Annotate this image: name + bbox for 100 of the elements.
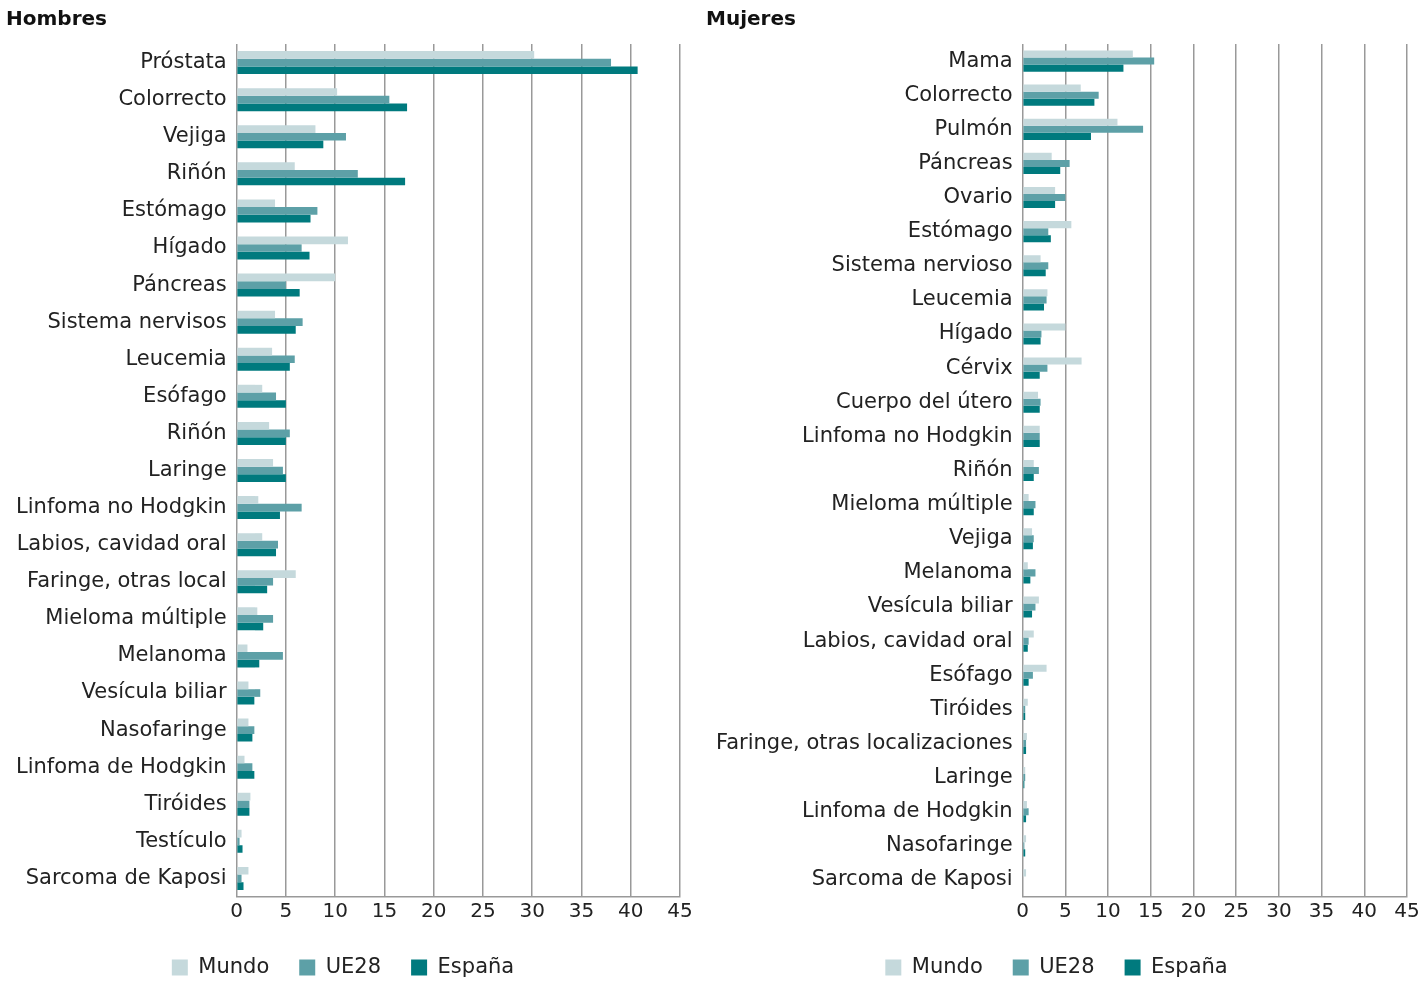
bar	[1023, 535, 1034, 543]
bar	[237, 829, 242, 838]
bar	[1023, 815, 1027, 823]
bar	[237, 169, 358, 178]
bar	[1023, 494, 1029, 502]
bar	[237, 540, 278, 549]
bar	[1023, 732, 1027, 740]
x-tick-label: 45	[1394, 898, 1420, 923]
bar	[237, 681, 249, 690]
bar	[237, 466, 283, 475]
x-tick-label: 20	[420, 898, 447, 923]
bar	[237, 125, 316, 133]
bar	[1023, 637, 1029, 645]
bar	[1023, 808, 1029, 816]
y-tick-label: Linfoma de Hodgkin	[802, 798, 1013, 823]
bar	[237, 421, 270, 430]
y-tick-label: Vesícula biliar	[867, 593, 1014, 618]
bar	[237, 533, 263, 541]
bar	[1023, 398, 1041, 406]
bar	[1023, 835, 1027, 843]
y-tick-label: Hígado	[152, 234, 227, 259]
bar	[237, 792, 251, 801]
bar	[1023, 610, 1033, 618]
y-tick-label: Linfoma no Hodgkin	[802, 422, 1013, 447]
x-tick-label: 5	[1058, 898, 1072, 923]
bar	[1023, 296, 1047, 304]
y-tick-label: Próstata	[140, 49, 227, 73]
bar	[1023, 630, 1034, 638]
bar	[237, 607, 258, 616]
y-tick-label: Faringe, otras localizaciones	[716, 729, 1013, 754]
bar	[237, 622, 264, 631]
bar	[1023, 186, 1056, 195]
y-tick-label: Laringe	[148, 456, 227, 481]
bar	[1023, 235, 1051, 243]
bar	[1023, 425, 1040, 433]
x-tick-label: 35	[568, 898, 595, 923]
bar	[237, 763, 253, 772]
bar	[1023, 194, 1066, 202]
bar	[1023, 364, 1048, 372]
bar	[237, 585, 268, 594]
bar	[1023, 562, 1028, 570]
x-tick-label: 5	[279, 898, 293, 923]
bar	[237, 718, 249, 727]
bar	[237, 874, 242, 883]
x-tick-label: 35	[1308, 898, 1335, 923]
y-tick-label: Nasofaringe	[99, 716, 227, 741]
y-tick-label: Páncreas	[918, 149, 1013, 174]
x-tick-label: 15	[371, 898, 398, 923]
bar	[1023, 528, 1033, 536]
bar	[237, 845, 243, 853]
bar	[1023, 330, 1042, 338]
bar	[1023, 746, 1027, 755]
bar	[1023, 405, 1040, 413]
y-tick-label: Sistema nervisos	[47, 308, 227, 333]
bar	[1023, 166, 1061, 174]
y-tick-label: Linfoma no Hodgkin	[16, 494, 227, 519]
bar	[237, 659, 260, 668]
y-tick-label: Hígado	[938, 320, 1013, 345]
x-tick-label: 30	[519, 898, 545, 923]
y-tick-label: Sarcoma de Kaposi	[25, 864, 227, 889]
y-tick-label: Mieloma múltiple	[45, 605, 227, 630]
bar	[1023, 459, 1034, 467]
bar	[237, 726, 255, 734]
bar	[1023, 391, 1039, 399]
y-tick-label: Riñón	[166, 419, 227, 444]
bar	[1023, 869, 1027, 877]
bar	[1023, 50, 1133, 58]
bar	[1023, 125, 1144, 133]
bar	[1023, 303, 1045, 311]
bar	[1023, 159, 1070, 167]
y-tick-label: Esófago	[929, 661, 1013, 686]
bar	[1023, 569, 1036, 577]
bar	[1023, 466, 1039, 475]
y-tick-label: Mama	[948, 47, 1013, 72]
bar	[1023, 501, 1036, 509]
bar	[237, 58, 612, 67]
x-tick-label: 40	[618, 898, 644, 923]
legend-label: UE28	[1039, 953, 1095, 978]
bar	[237, 503, 302, 512]
bar	[237, 103, 408, 112]
bar	[1023, 289, 1048, 297]
x-tick-label: 45	[667, 898, 693, 923]
bar	[237, 689, 261, 697]
bar	[237, 652, 283, 660]
bar	[237, 696, 255, 705]
y-tick-label: Linfoma de Hodgkin	[15, 753, 227, 778]
y-tick-label: Colorrecto	[118, 86, 227, 111]
bar	[237, 325, 296, 334]
bar	[237, 355, 295, 364]
bar	[1023, 371, 1040, 379]
bar	[1023, 678, 1029, 686]
bar	[1023, 64, 1124, 72]
bar	[1023, 152, 1052, 160]
bar	[237, 310, 276, 319]
bar	[237, 733, 253, 742]
bar	[237, 548, 277, 557]
y-tick-label: Vejiga	[949, 525, 1013, 550]
y-tick-label: Estómago	[907, 218, 1013, 243]
bar	[237, 866, 249, 875]
bar	[237, 363, 290, 371]
